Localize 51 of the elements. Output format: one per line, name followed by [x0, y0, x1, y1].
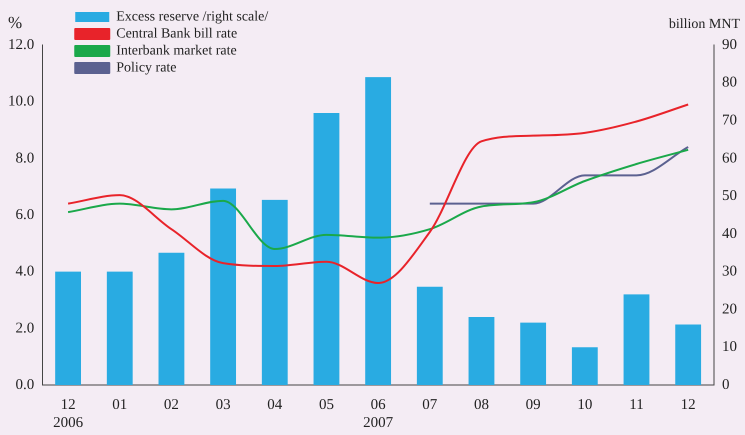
x-tick-label: 05	[318, 396, 334, 413]
legend-label: Excess reserve /right scale/	[116, 10, 268, 25]
y-tick-label: 8.0	[16, 150, 34, 166]
y2-tick-label: 90	[722, 36, 737, 53]
bar	[572, 347, 598, 385]
legend-label: Interbank market rate	[116, 44, 237, 59]
bar	[314, 113, 340, 385]
x-tick-label: 12 2006	[53, 396, 84, 431]
x-tick-label: 11	[629, 396, 644, 413]
bar	[106, 272, 133, 385]
legend-label: Policy rate	[116, 60, 177, 76]
x-tick-label: 01	[112, 396, 128, 413]
y-tick-label: 4.0	[16, 264, 34, 280]
x-tick-label: 02	[164, 396, 179, 413]
bar	[520, 322, 546, 385]
y-tick-label: 0.0	[16, 376, 34, 393]
y2-tick-label: 10	[722, 339, 737, 356]
bar	[365, 77, 392, 385]
y2-tick-label: 40	[722, 226, 737, 242]
legend-label: Central Bank bill rate	[116, 26, 238, 42]
y-tick-label: 12.0	[8, 36, 34, 53]
x-tick-label: 06 2007	[363, 396, 394, 431]
y2-tick-label: 30	[722, 264, 737, 280]
y-tick-label: 6.0	[16, 206, 34, 223]
x-tick-label: 09	[526, 396, 541, 413]
x-tick-label: 07	[422, 396, 438, 413]
line-series	[67, 148, 690, 250]
y2-tick-label: 50	[722, 188, 737, 204]
y-axis-title: %	[8, 13, 22, 32]
x-tick-label: 03	[216, 396, 231, 413]
x-tick-label: 04	[267, 396, 283, 413]
bar	[210, 188, 236, 385]
bar	[158, 252, 184, 385]
bar	[624, 294, 650, 385]
bar	[55, 272, 82, 385]
line-series	[67, 104, 690, 284]
y2-tick-label: 80	[722, 74, 737, 91]
bar	[675, 324, 702, 385]
bar	[468, 317, 494, 385]
y2-tick-label: 70	[722, 112, 737, 128]
bar	[416, 286, 443, 385]
bar	[262, 200, 288, 385]
y-tick-label: 2.0	[16, 320, 34, 336]
y-tick-label: 10.0	[8, 94, 34, 110]
x-tick-label: 08	[474, 396, 489, 413]
x-tick-label: 12	[680, 396, 696, 413]
y2-tick-label: 0	[722, 376, 730, 393]
x-tick-label: 10	[577, 396, 592, 413]
y2-axis-title: billion MNT	[668, 17, 740, 32]
y2-tick-label: 60	[722, 150, 737, 166]
y2-tick-label: 20	[722, 301, 737, 318]
